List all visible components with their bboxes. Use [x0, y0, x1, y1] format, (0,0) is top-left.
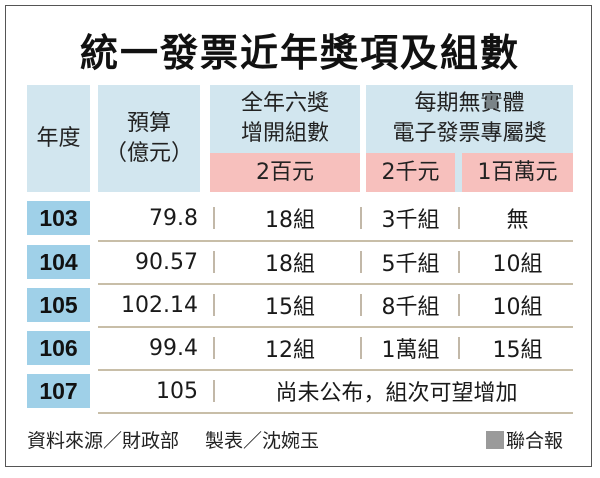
- header-cloud-line2: 電子發票專屬獎: [392, 121, 547, 146]
- header-six-prizes-amount: 2百元: [210, 153, 360, 192]
- maker-credit: 製表／沈婉玉: [205, 430, 320, 452]
- column-divider: [458, 251, 460, 273]
- publisher-logo: 聯合報: [486, 426, 563, 453]
- row-divider: [98, 369, 573, 371]
- six-prizes-cell: 18組: [265, 208, 315, 233]
- budget-cell: 79.8: [149, 205, 198, 231]
- source-credit: 資料來源／財政部: [27, 430, 180, 452]
- amount-label: 2千元: [381, 159, 440, 185]
- header-year: 年度: [27, 85, 90, 192]
- cloud-2k-cell: 3千組: [381, 208, 440, 233]
- cloud-2k-cell: 1萬組: [381, 338, 440, 363]
- six-prizes-cell: 12組: [265, 338, 315, 363]
- column-divider: [360, 251, 362, 273]
- column-divider: [213, 251, 215, 273]
- column-divider: [213, 380, 215, 402]
- budget-cell: 102.14: [121, 292, 198, 318]
- cloud-1m-cell: 無: [506, 208, 529, 233]
- year-cell: 103: [27, 201, 90, 235]
- header-year-label: 年度: [36, 125, 81, 151]
- cloud-1m-cell: 10組: [492, 252, 543, 277]
- six-prizes-cell: 18組: [265, 252, 315, 277]
- budget-cell: 90.57: [135, 249, 198, 275]
- budget-cell: 105: [156, 378, 198, 404]
- header-cloud-amount-2k: 2千元: [366, 153, 455, 192]
- note-cell: 尚未公布，組次可望增加: [275, 381, 518, 406]
- header-six-prizes: 全年六獎 增開組數: [210, 85, 360, 153]
- cloud-1m-cell: 10組: [492, 295, 543, 320]
- amount-label: 1百萬元: [477, 159, 558, 185]
- header-cloud-amount-1m: 1百萬元: [462, 153, 573, 192]
- column-divider: [360, 207, 362, 229]
- column-divider: [360, 337, 362, 359]
- header-six-prizes-line2: 增開組數: [240, 121, 329, 146]
- amount-label: 2百元: [256, 159, 314, 185]
- row-divider: [98, 283, 573, 285]
- header-budget: 預算 （億元）: [98, 85, 200, 192]
- row-divider: [98, 412, 573, 414]
- header-six-prizes-line1: 全年六獎: [240, 91, 329, 116]
- publisher-name: 聯合報: [506, 430, 564, 452]
- cloud-2k-cell: 8千組: [381, 295, 440, 320]
- column-divider: [458, 337, 460, 359]
- header-budget-line1: 預算: [126, 110, 171, 136]
- column-divider: [213, 337, 215, 359]
- column-divider: [213, 207, 215, 229]
- year-cell: 104: [27, 245, 90, 279]
- column-divider: [458, 294, 460, 316]
- year-cell: 105: [27, 288, 90, 322]
- cloud-1m-cell: 15組: [492, 338, 543, 363]
- column-divider: [213, 294, 215, 316]
- logo-square-icon: [486, 431, 504, 449]
- column-divider: [360, 294, 362, 316]
- header-cloud-line1: 每期無實體: [414, 91, 525, 116]
- row-divider: [98, 240, 573, 242]
- infographic-frame: [5, 5, 592, 467]
- year-cell: 106: [27, 331, 90, 365]
- column-divider: [458, 207, 460, 229]
- header-budget-line2: （億元）: [104, 140, 193, 166]
- six-prizes-cell: 15組: [265, 295, 315, 320]
- year-cell: 107: [27, 374, 90, 408]
- budget-cell: 99.4: [149, 335, 198, 361]
- row-divider: [98, 326, 573, 328]
- cloud-2k-cell: 5千組: [381, 252, 440, 277]
- page-title: 統一發票近年獎項及組數: [79, 31, 520, 75]
